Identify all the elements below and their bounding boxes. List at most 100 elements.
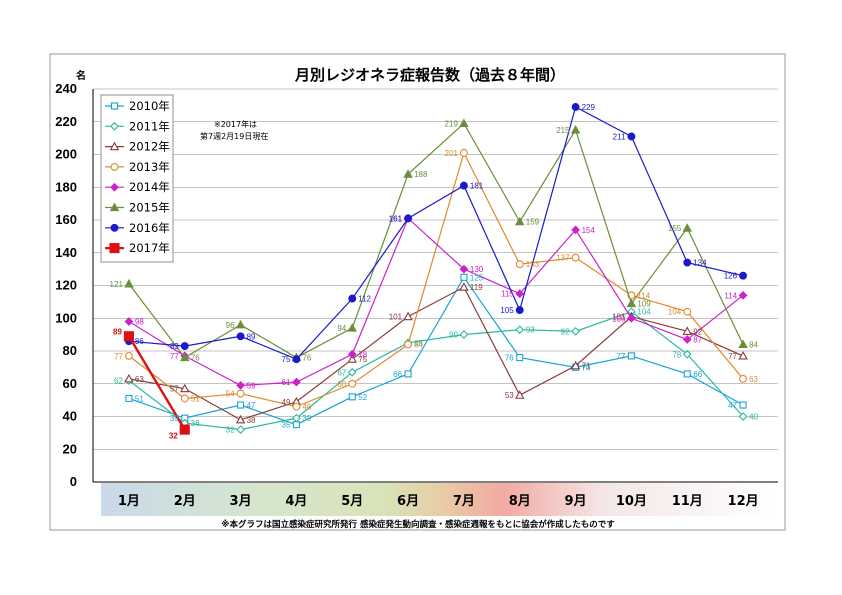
data-label: 53: [505, 391, 514, 400]
data-label: 114: [637, 291, 650, 300]
data-point: [347, 349, 357, 359]
data-point: [292, 355, 301, 364]
data-label: 181: [470, 182, 484, 191]
data-label: 94: [337, 324, 346, 333]
data-point: [739, 401, 747, 409]
legend-label: 2016年: [129, 221, 170, 235]
data-point: [236, 381, 245, 390]
x-tick-label: 1月: [118, 494, 140, 509]
data-point: [459, 264, 469, 274]
data-label: 40: [749, 413, 758, 422]
data-point: [110, 182, 119, 192]
data-label: 32: [226, 426, 235, 435]
y-tick-label: 120: [55, 278, 77, 293]
data-label: 63: [135, 375, 144, 384]
data-label: 83: [170, 342, 179, 351]
data-point: [403, 311, 413, 321]
data-point: [123, 331, 134, 342]
data-point: [739, 271, 748, 280]
data-point: [404, 214, 413, 223]
data-label: 159: [526, 218, 540, 227]
source-note: ※本グラフは国立感染症研究所発行 感染症発生動向調査・感染症週報をもとに協会が作…: [221, 519, 615, 530]
data-label: 66: [693, 370, 702, 379]
data-label: 61: [282, 378, 291, 387]
data-label: 104: [637, 308, 651, 317]
data-label: 71: [582, 362, 591, 371]
series-lines: [123, 103, 748, 435]
data-point: [180, 342, 189, 351]
data-label: 115: [501, 290, 514, 299]
data-point: [515, 306, 524, 315]
data-label: 78: [358, 350, 367, 359]
data-point: [109, 141, 120, 151]
data-point: [110, 223, 119, 232]
x-tick-label: 8月: [509, 494, 531, 509]
data-label: 47: [728, 401, 737, 410]
gridlines: [92, 88, 778, 483]
legend-box: [100, 94, 174, 263]
data-label: 77: [114, 352, 123, 361]
x-tick-label: 7月: [453, 494, 475, 509]
data-point: [292, 402, 301, 411]
data-label: 62: [114, 376, 123, 385]
series-line: [128, 286, 744, 421]
data-point: [459, 181, 468, 190]
data-point: [124, 278, 134, 288]
data-label: 84: [414, 340, 423, 349]
data-label: 51: [191, 394, 200, 403]
data-point: [459, 118, 469, 127]
data-label: 114: [724, 291, 737, 300]
data-point: [515, 325, 525, 335]
data-point: [347, 354, 357, 363]
data-label: 52: [358, 393, 367, 402]
data-point: [738, 339, 748, 349]
data-point: [236, 425, 245, 434]
data-point: [403, 169, 413, 178]
data-point: [180, 352, 190, 362]
data-label: 211: [613, 132, 626, 141]
data-label: 188: [414, 170, 428, 179]
x-tick-label: 5月: [341, 494, 363, 509]
data-label: 96: [226, 321, 235, 330]
series-line: [128, 276, 744, 426]
data-label: 76: [302, 354, 311, 363]
data-label: 201: [445, 149, 459, 158]
data-point: [347, 367, 357, 377]
data-point: [235, 319, 246, 329]
data-label: 229: [582, 103, 596, 112]
data-point: [348, 393, 356, 401]
data-label: 75: [358, 355, 367, 364]
data-label: 161: [389, 214, 403, 223]
data-point: [571, 253, 580, 262]
data-label: 90: [449, 331, 458, 340]
data-labels: 51 39 47 35 52 66 125 76 70 77 66 47 62 36 32 39 67 85 90 9…: [110, 103, 759, 441]
data-point: [682, 326, 692, 335]
data-label: 215: [556, 126, 570, 135]
y-unit-label: 名: [76, 69, 86, 82]
data-point: [516, 353, 524, 362]
data-point: [682, 335, 692, 344]
data-point: [627, 132, 636, 141]
data-label: 36: [191, 419, 200, 428]
y-tick-label: 20: [63, 441, 77, 456]
data-label: 75: [282, 355, 291, 364]
data-point: [125, 394, 133, 403]
data-label: 119: [470, 283, 483, 292]
data-point: [347, 323, 357, 332]
data-point: [682, 223, 692, 232]
data-label: 161: [389, 214, 403, 223]
note-line-1: ※2017年は: [214, 119, 257, 129]
legend-label: 2014年: [129, 180, 170, 194]
data-label: 60: [337, 380, 346, 389]
data-label: 59: [247, 381, 256, 390]
data-point: [459, 330, 469, 340]
data-label: 104: [668, 308, 682, 317]
data-label: 49: [282, 398, 291, 407]
data-label: 46: [302, 403, 311, 412]
y-tick-label: 200: [55, 147, 77, 162]
data-point: [683, 307, 692, 316]
data-label: 101: [612, 313, 626, 322]
data-label: 219: [445, 119, 459, 128]
data-point: [292, 421, 300, 429]
